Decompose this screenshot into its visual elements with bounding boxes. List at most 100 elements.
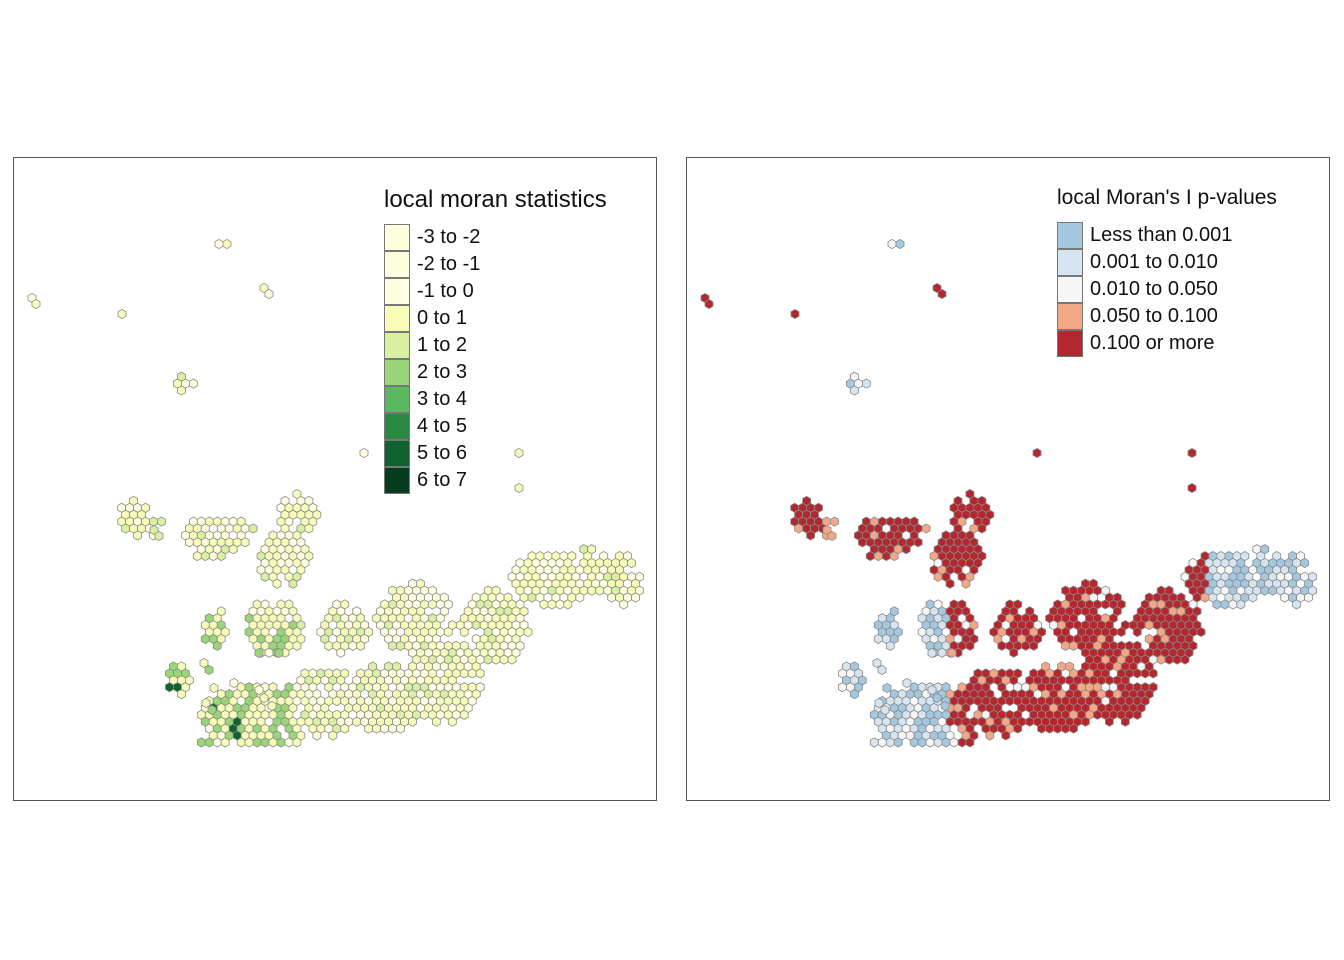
legend-label: -3 to -2 bbox=[417, 226, 481, 248]
hexagon-cell bbox=[244, 737, 254, 748]
hexagon-cell bbox=[873, 633, 883, 644]
hexagon-cell bbox=[1300, 557, 1309, 569]
legend-item: 0.050 to 0.100 bbox=[1057, 303, 1277, 330]
hexagon-cell bbox=[985, 730, 995, 741]
hexagon-cell bbox=[965, 640, 975, 651]
hexagon-cell bbox=[927, 684, 937, 696]
hexagon-cell bbox=[704, 298, 714, 310]
hexagon-cell bbox=[877, 737, 887, 748]
hexagon-cell bbox=[1164, 654, 1174, 665]
hexagon-cell bbox=[575, 592, 585, 603]
legend-label: 0 to 1 bbox=[417, 307, 468, 329]
hexagon-cell bbox=[925, 737, 935, 748]
hexagon-cell bbox=[873, 551, 883, 562]
legend-swatch bbox=[384, 332, 410, 359]
hexagon-cell bbox=[459, 668, 469, 679]
hexagon-cell bbox=[260, 571, 270, 582]
hexagon-cell bbox=[949, 737, 959, 748]
hexagon-cell bbox=[885, 737, 895, 748]
hexagon-cell bbox=[1005, 695, 1015, 707]
hexagon-cell bbox=[328, 730, 338, 741]
hexagon-cell bbox=[196, 737, 206, 748]
hexagon-map-p-values bbox=[700, 238, 1317, 748]
hexagon-cell bbox=[539, 599, 549, 610]
hexagon-cell bbox=[31, 298, 41, 310]
hexagon-cell bbox=[1001, 730, 1011, 741]
hexagon-cell bbox=[1100, 599, 1110, 610]
hexagon-cell bbox=[1180, 654, 1190, 665]
legend-item: Less than 0.001 bbox=[1057, 222, 1277, 249]
hexagon-cell bbox=[121, 523, 130, 534]
hexagon-cell bbox=[207, 704, 217, 716]
legend-swatch bbox=[384, 305, 410, 332]
hexagon-cell bbox=[1092, 709, 1102, 720]
legend-label: -2 to -1 bbox=[417, 253, 481, 275]
hexagon-cell bbox=[1228, 599, 1238, 610]
hexagon-cell bbox=[1132, 626, 1142, 638]
hexagon-cell bbox=[1200, 592, 1210, 603]
hexagon-cell bbox=[1187, 447, 1197, 459]
hexagon-cell bbox=[857, 537, 867, 548]
legend-label: 2 to 3 bbox=[417, 361, 468, 383]
hexagon-cell bbox=[380, 723, 390, 734]
hexagon-cell bbox=[1148, 668, 1158, 679]
hexagon-cell bbox=[274, 647, 284, 659]
legend-label: 4 to 5 bbox=[417, 415, 468, 437]
legend-title: local moran statistics bbox=[384, 186, 607, 213]
hexagon-cell bbox=[1061, 723, 1070, 734]
hexagon-cell bbox=[1292, 599, 1301, 610]
hexagon-cell bbox=[240, 537, 250, 548]
hexagon-cell bbox=[913, 537, 923, 548]
hexagon-cell bbox=[284, 737, 294, 748]
hexagon-cell bbox=[348, 640, 358, 651]
hexagon-cell bbox=[229, 677, 239, 689]
hexagon-cell bbox=[133, 530, 142, 541]
hexagon-cell bbox=[272, 578, 282, 589]
hexagon-cell bbox=[212, 640, 222, 651]
hexagon-cell bbox=[352, 716, 362, 727]
hexagon-cell bbox=[1196, 626, 1206, 638]
hexagon-cell bbox=[419, 709, 429, 720]
hexagon-cell bbox=[396, 640, 405, 651]
hexagon-cell bbox=[933, 737, 943, 748]
hexagon-cell bbox=[201, 697, 211, 709]
hexagon-cell bbox=[1236, 599, 1246, 610]
hexagon-cell bbox=[587, 585, 597, 596]
hexagon-cell bbox=[192, 551, 202, 562]
hexagon-cell bbox=[356, 640, 366, 651]
hexagon-cell bbox=[276, 737, 286, 748]
hexagon-cell bbox=[254, 684, 264, 696]
hexagon-cell bbox=[1212, 599, 1222, 610]
hexagon-cell bbox=[483, 654, 493, 665]
hexagon-cell bbox=[563, 599, 573, 610]
legend-swatch bbox=[384, 224, 410, 251]
hexagon-cell bbox=[895, 238, 905, 250]
hexagon-cell bbox=[157, 516, 166, 527]
hexagon-cell bbox=[1120, 716, 1130, 727]
hexagon-cell bbox=[254, 647, 264, 659]
legend-item: 0.001 to 0.010 bbox=[1057, 249, 1277, 276]
hexagon-cell bbox=[312, 730, 322, 741]
map-panel-local-moran: local moran statistics -3 to -2 -2 to -1… bbox=[13, 157, 657, 801]
hexagon-cell bbox=[1156, 654, 1166, 665]
hexagon-cell bbox=[861, 378, 871, 389]
hexagon-cell bbox=[364, 723, 374, 734]
legend-item: -3 to -2 bbox=[384, 224, 607, 251]
legend-title: local Moran's I p-values bbox=[1057, 186, 1277, 209]
legend-p-values: local Moran's I p-values Less than 0.001… bbox=[1057, 186, 1277, 357]
hexagon-cell bbox=[499, 654, 509, 665]
hexagon-cell bbox=[252, 737, 262, 748]
hexagon-cell bbox=[1104, 716, 1114, 727]
hexagon-cell bbox=[1172, 654, 1182, 665]
hexagon-cell bbox=[209, 682, 219, 694]
legend-label: 6 to 7 bbox=[417, 469, 468, 491]
hexagon-cell bbox=[1061, 640, 1070, 651]
hexagon-cell bbox=[267, 700, 277, 712]
hexagon-cell bbox=[216, 551, 226, 562]
hexagon-cell bbox=[447, 716, 457, 727]
hexagon-cell bbox=[443, 626, 453, 638]
legend-swatch bbox=[1057, 249, 1083, 276]
hexagon-cell bbox=[961, 578, 971, 589]
hexagon-cell bbox=[200, 633, 210, 644]
hexagon-cell bbox=[607, 592, 616, 603]
